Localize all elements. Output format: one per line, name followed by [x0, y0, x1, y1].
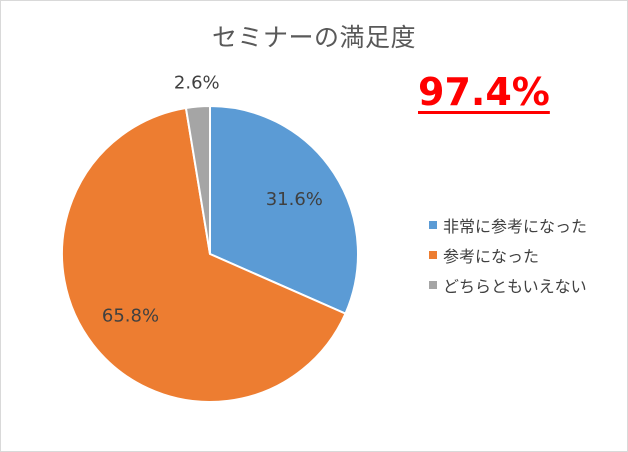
legend-swatch-neutral: [429, 281, 437, 289]
legend-item-helpful: 参考になった: [429, 240, 587, 270]
chart-title: セミナーの満足度: [211, 23, 416, 52]
data-label-helpful: 65.8%: [102, 306, 159, 327]
legend-label-very-helpful: 非常に参考になった: [443, 217, 588, 236]
data-label-very-helpful: 31.6%: [266, 189, 323, 210]
legend-swatch-helpful: [429, 251, 437, 259]
legend-label-neutral: どちらともいえない: [443, 277, 587, 296]
legend-label-helpful: 参考になった: [443, 247, 540, 266]
legend-item-very-helpful: 非常に参考になった: [429, 210, 587, 240]
legend-item-neutral: どちらともいえない: [429, 270, 587, 300]
legend-swatch-very-helpful: [429, 221, 437, 229]
legend: 非常に参考になった 参考になった どちらともいえない: [429, 210, 587, 300]
slice-helpful: [61, 106, 347, 403]
data-label-neutral: 2.6%: [174, 73, 220, 94]
slice-neutral: [184, 104, 211, 255]
highlight-percentage: 97.4%: [418, 70, 550, 114]
slice-very-helpful: [209, 104, 359, 315]
